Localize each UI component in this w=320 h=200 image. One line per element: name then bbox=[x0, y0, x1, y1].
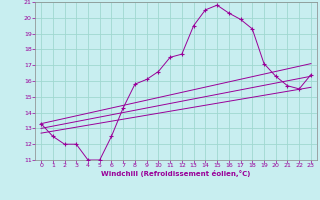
X-axis label: Windchill (Refroidissement éolien,°C): Windchill (Refroidissement éolien,°C) bbox=[101, 170, 251, 177]
